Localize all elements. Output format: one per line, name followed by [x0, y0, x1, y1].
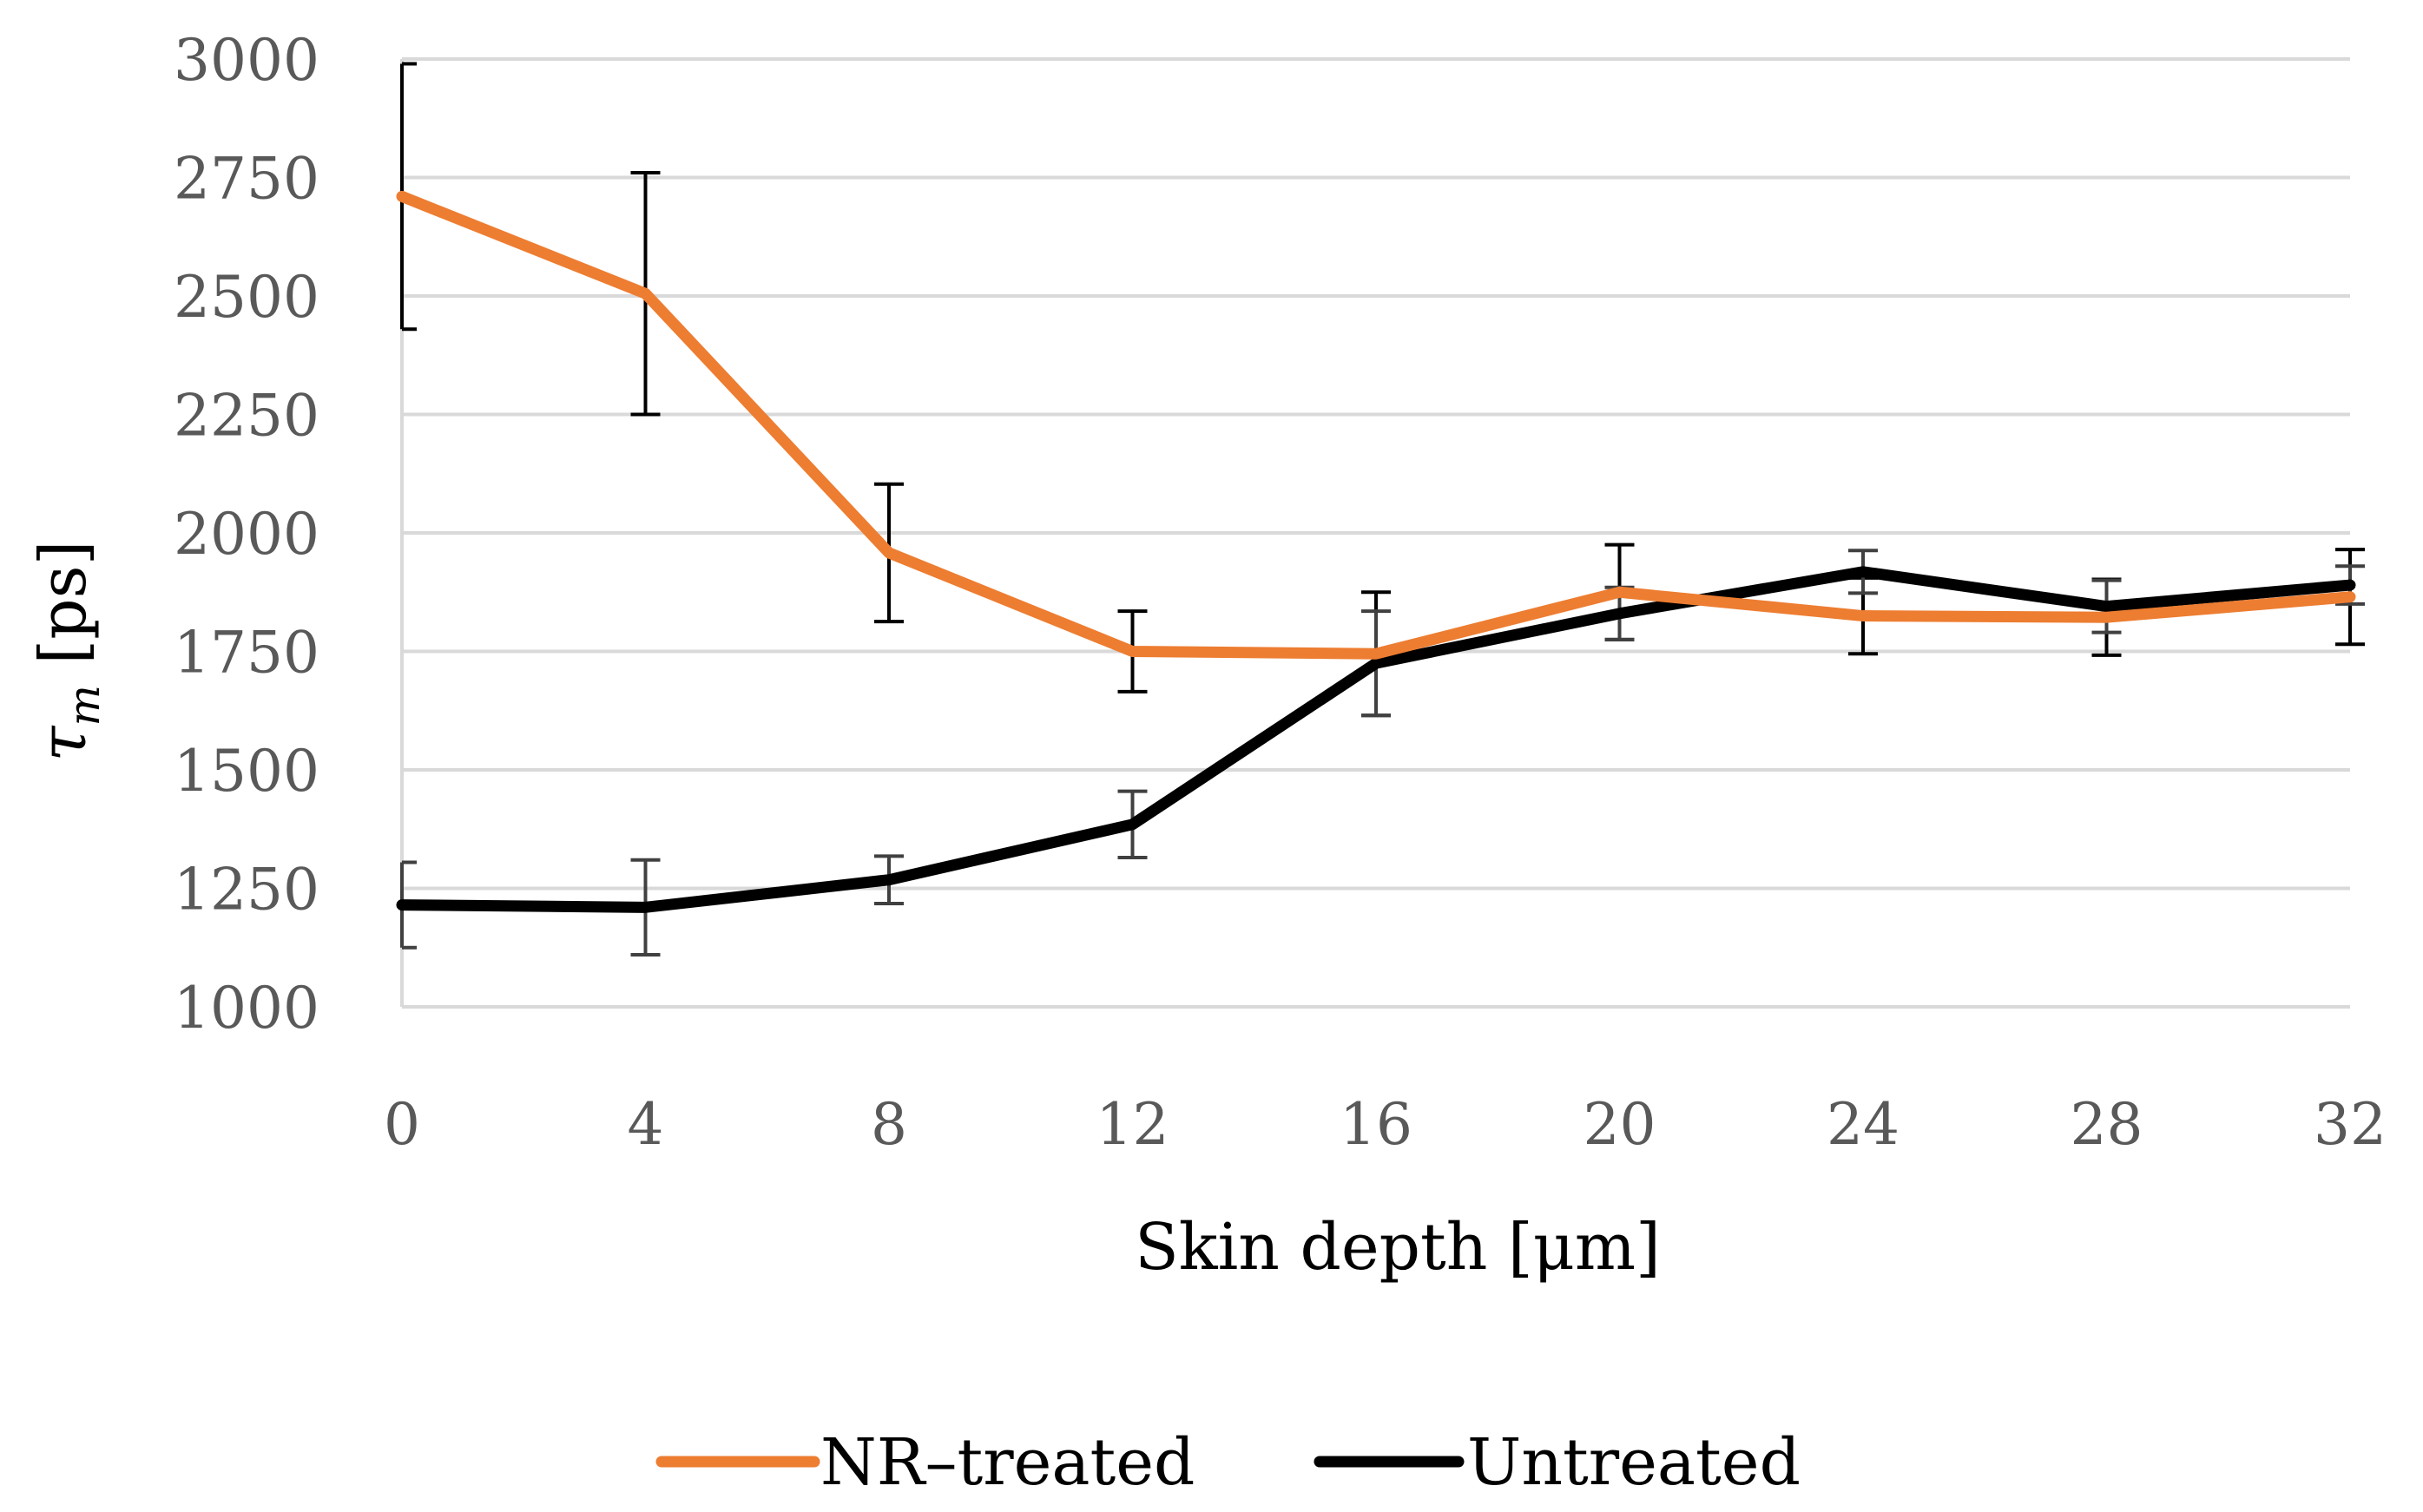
y-tick-label: 3000	[174, 27, 319, 94]
y-tick-label: 1000	[174, 975, 319, 1042]
legend: NR–treated Untreated	[655, 1425, 1801, 1500]
x-axis-title: Skin depth [μm]	[1135, 1210, 1661, 1285]
legend-label-untreated: Untreated	[1467, 1425, 1801, 1500]
x-tick-label: 28	[2071, 1091, 2143, 1158]
y-axis-unit: [ps]	[26, 541, 101, 686]
y-axis-title: τm [ps]	[26, 541, 109, 762]
y-tick-label: 1750	[174, 620, 319, 687]
series-lines	[396, 190, 2356, 913]
y-tick-label: 2250	[174, 383, 319, 450]
y-tick-labels: 1000 1250 1500 1750 2000 2250 2500 2750 3000	[174, 27, 319, 1042]
x-tick-label: 12	[1096, 1091, 1169, 1158]
x-tick-label: 8	[871, 1091, 907, 1158]
error-bars	[400, 62, 2365, 957]
y-axis-symbol: τ	[26, 725, 101, 761]
y-tick-label: 1500	[174, 738, 319, 805]
gridlines	[402, 57, 2350, 891]
y-tick-label: 2500	[174, 264, 319, 331]
x-tick-labels: 0 4 8 12 16 20 24 28 32	[384, 1091, 2387, 1158]
series-line-untreated	[396, 566, 2356, 913]
legend-label-nr-treated: NR–treated	[820, 1425, 1195, 1500]
y-tick-label: 1250	[174, 857, 319, 924]
x-tick-label: 32	[2314, 1091, 2387, 1158]
x-tick-label: 0	[384, 1091, 420, 1158]
x-tick-label: 16	[1340, 1091, 1412, 1158]
x-tick-label: 24	[1827, 1091, 1900, 1158]
x-tick-label: 20	[1584, 1091, 1656, 1158]
series-line-nr-treated	[396, 190, 2356, 660]
y-axis-subscript: m	[59, 685, 109, 726]
y-tick-label: 2000	[174, 501, 319, 568]
x-tick-label: 4	[628, 1091, 664, 1158]
y-tick-label: 2750	[174, 146, 319, 213]
